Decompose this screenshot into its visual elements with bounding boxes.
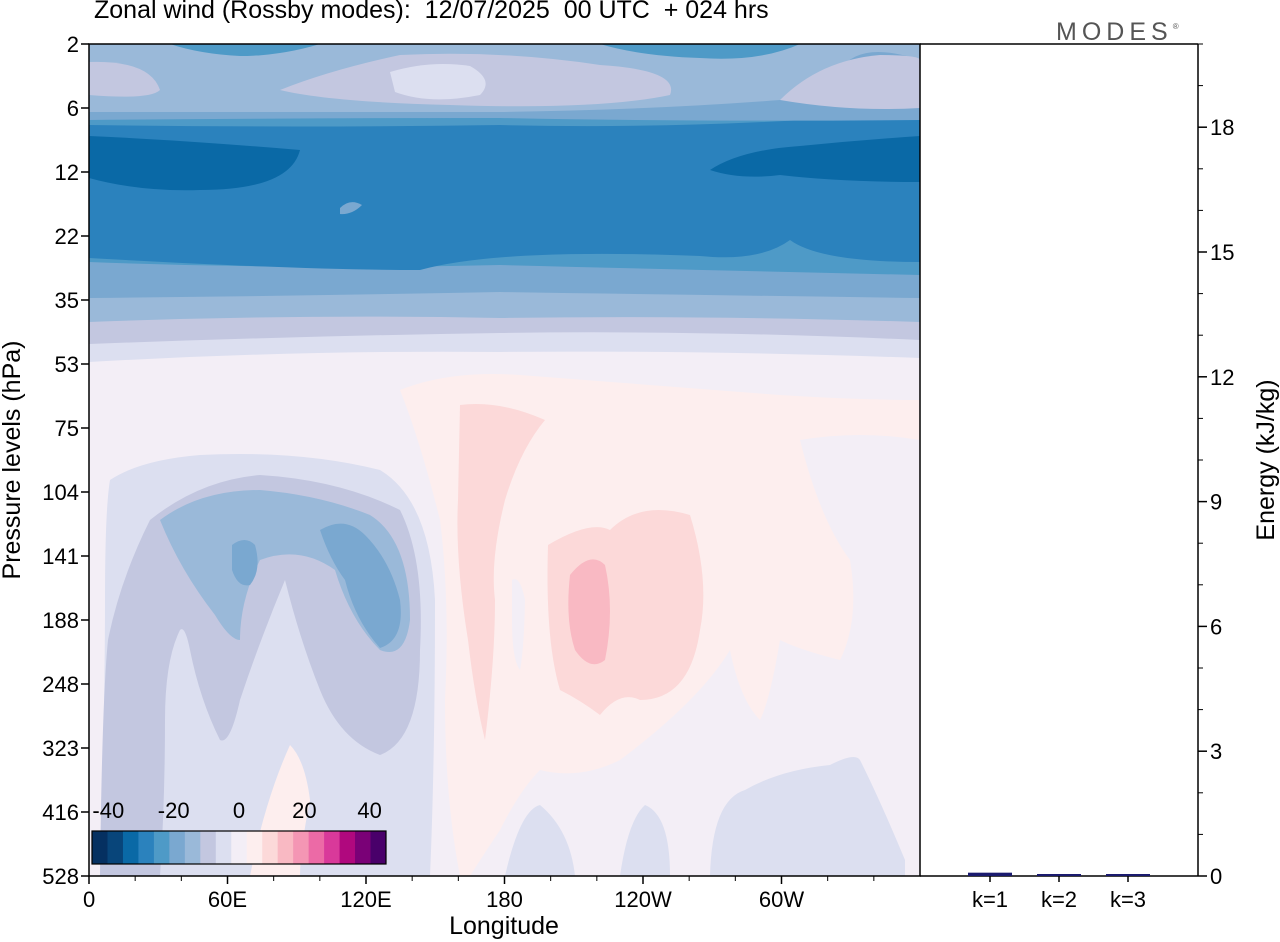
colorbar-swatch: [231, 831, 248, 864]
y-tick-label: 104: [42, 480, 79, 505]
colorbar-swatch: [293, 831, 310, 864]
colorbar-swatch: [107, 831, 124, 864]
bar-category-label: k=2: [1041, 887, 1077, 912]
y-tick-label: 35: [55, 288, 79, 313]
logo-text: MODES: [1056, 18, 1173, 46]
y-axis-label: Pressure levels (hPa): [0, 341, 26, 580]
energy-axis-ticks: 0 3 6 9 12 15 18: [1198, 43, 1234, 889]
y-tick-label: 12: [55, 160, 79, 185]
y-tick-label: 141: [42, 544, 79, 569]
colorbar-swatch: [324, 831, 341, 864]
energy-bar: [1106, 874, 1150, 876]
westerly-core: [568, 559, 610, 665]
colorbar-swatch: [184, 831, 201, 864]
y-tick-label: 188: [42, 608, 79, 633]
surface-patch-2: [620, 805, 670, 876]
jet-spot: [340, 202, 362, 215]
colorbar-swatch: [262, 831, 279, 864]
colorbar-swatch: [138, 831, 155, 864]
modes-logo: MODES®: [1056, 18, 1179, 47]
x-axis-label: Longitude: [449, 912, 559, 940]
colorbar-label: 40: [357, 798, 381, 823]
registered-mark: ®: [1172, 22, 1179, 31]
energy-bar: [968, 872, 1012, 876]
energy-tick-label: 0: [1210, 864, 1222, 889]
upper-dark-right: [600, 44, 800, 59]
surface-patch-3: [710, 756, 905, 876]
x-tick-label: 60W: [759, 887, 804, 912]
colorbar-swatch: [92, 831, 108, 864]
bar-category-label: k=1: [972, 887, 1008, 912]
y-tick-label: 416: [42, 800, 79, 825]
chart-title: Zonal wind (Rossby modes): 12/07/2025 00…: [94, 0, 769, 24]
colorbar-swatch: [339, 831, 356, 864]
x-axis-ticks: 0 60E 120E 180 120W 60W: [83, 876, 875, 912]
colorbar-swatch: [153, 831, 170, 864]
colorbar-label: -20: [158, 798, 190, 823]
surface-patch-1: [505, 805, 575, 876]
colorbar-swatch: [122, 831, 139, 864]
colorbar-swatch: [215, 831, 232, 864]
energy-tick-label: 15: [1210, 240, 1234, 265]
energy-bar: [1037, 874, 1081, 876]
colorbar-frame: [91, 830, 387, 865]
westerly-cell-band: [457, 404, 545, 740]
energy-tick-label: 3: [1210, 739, 1222, 764]
colorbar-swatch: [200, 831, 217, 864]
y-tick-label: 6: [67, 96, 79, 121]
upper-patch-mid-light: [390, 64, 486, 100]
y-tick-label: 53: [55, 352, 79, 377]
heatmap-field: [89, 44, 920, 876]
upper-dark-left: [170, 44, 320, 56]
colorbar-swatch: [308, 831, 325, 864]
upper-patch-right: [780, 55, 920, 109]
y-tick-label: 528: [42, 864, 79, 889]
colorbar-swatch: [169, 831, 186, 864]
y-tick-label: 75: [55, 416, 79, 441]
energy-bars: k=1 k=2 k=3: [968, 872, 1150, 912]
jet-core-east: [710, 136, 920, 182]
y-tick-label: 2: [67, 32, 79, 57]
y-axis-ticks: 2 6 12 22 35 53 75 104 141 188 248 323 416 528: [42, 32, 89, 889]
y-tick-label: 323: [42, 736, 79, 761]
upper-patch-left: [89, 61, 160, 97]
colorbar: [91, 830, 387, 865]
jet-core-west: [89, 136, 300, 191]
colorbar-swatch: [370, 831, 387, 864]
colorbar-swatch: [246, 831, 263, 864]
x-tick-label: 0: [83, 887, 95, 912]
energy-tick-label: 18: [1210, 115, 1234, 140]
colorbar-swatch: [277, 831, 294, 864]
y-tick-label: 248: [42, 672, 79, 697]
energy-axis-label: Energy (kJ/kg): [1252, 379, 1280, 540]
colorbar-swatch: [355, 831, 372, 864]
colorbar-label: 20: [292, 798, 316, 823]
bar-category-label: k=3: [1110, 887, 1146, 912]
x-tick-label: 180: [486, 887, 523, 912]
westerly-gap: [512, 579, 525, 670]
colorbar-label: -40: [92, 798, 124, 823]
energy-tick-label: 6: [1210, 614, 1222, 639]
energy-tick-label: 9: [1210, 490, 1222, 515]
y-tick-label: 22: [55, 224, 79, 249]
energy-tick-label: 12: [1210, 365, 1234, 390]
easterly-core-b: [320, 523, 401, 648]
x-tick-label: 60E: [208, 887, 247, 912]
x-tick-label: 120W: [614, 887, 672, 912]
colorbar-labels: -40 -20 0 20 40: [92, 798, 381, 823]
colorbar-label: 0: [233, 798, 245, 823]
easterly-core-a: [232, 540, 258, 586]
x-tick-label: 120E: [340, 887, 391, 912]
